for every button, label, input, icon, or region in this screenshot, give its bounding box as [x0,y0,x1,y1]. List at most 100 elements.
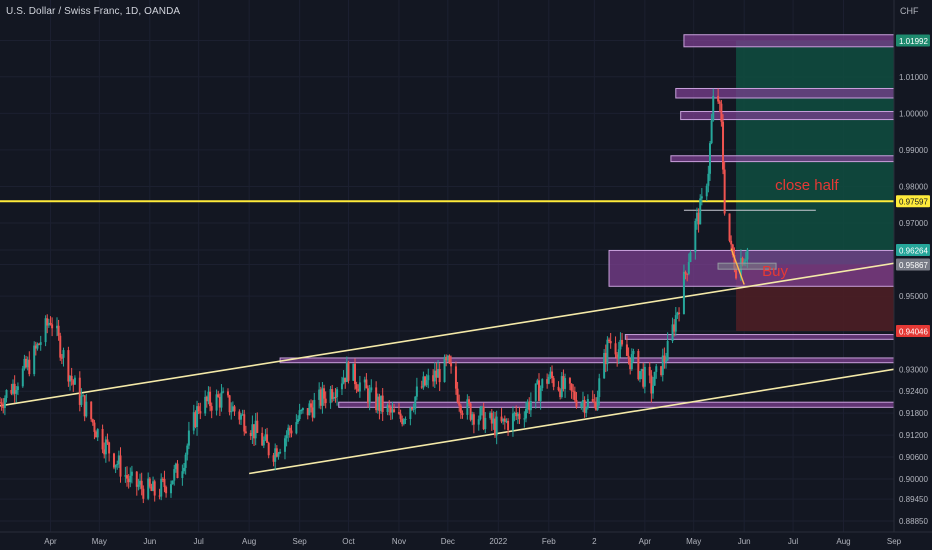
candle-body [295,422,298,434]
candle-body [218,396,221,408]
time-axis-label: Dec [441,537,455,546]
candle-body [306,408,309,416]
candle-body [261,432,264,446]
candle-body [695,212,698,221]
candle-body [116,464,119,466]
candle-body [744,259,747,262]
candle-body [82,395,85,397]
candle-body [427,375,430,381]
candle-body [230,411,233,413]
candle-body [621,339,624,345]
candle-body [184,454,187,468]
candle-body [130,471,133,476]
candle-body [653,371,656,386]
candle-body [171,480,174,485]
candle-body [365,379,368,389]
candle-body [700,196,703,199]
candle-body [515,412,518,417]
candle-body [717,95,720,102]
candle-body [678,312,681,314]
candle-body [581,400,584,404]
candle-body [199,411,202,414]
candle-body [557,386,560,391]
candle-body [55,325,58,329]
price-axis-label: 1.01992 [899,37,928,46]
candle-body [391,409,394,413]
candle-body [489,412,492,418]
price-axis-label: 0.95867 [899,261,928,270]
time-axis: Apr May Jun Jul Aug Sep Oct Nov Dec 2022 Feb 2 Apr Ma… [0,531,932,550]
candle-body [103,449,106,455]
candle-body [458,402,461,406]
candle-body [399,413,402,419]
candle-body [539,388,542,402]
candle-body [183,467,186,472]
candle-body [712,95,715,121]
candle-body [321,388,324,406]
candle-body [70,375,73,381]
candle-body [297,419,299,423]
candle-body [181,471,184,479]
candle-body [438,368,441,383]
candle-body [67,350,70,382]
price-axis-label: 0.90000 [899,475,928,484]
candle-body [140,480,143,489]
price-axis-label: 0.94046 [899,328,928,337]
candle-body [275,448,278,457]
candle-body [381,395,384,412]
candle-body [642,368,645,387]
candle-body [197,406,200,412]
candle-body [614,343,617,355]
candle-body [101,428,104,450]
candle-body [471,414,474,420]
entry-marker [717,262,777,270]
candle-body [477,419,480,425]
candle-body [10,389,13,394]
candle-body [310,403,313,408]
candle-body [505,420,508,422]
candle-body [277,453,280,457]
candle-body [484,417,487,430]
candle-body [617,349,620,359]
price-axis-label: 0.89450 [899,495,928,504]
supply-demand-zone [675,87,895,99]
candle-body [80,396,83,405]
candle-body [256,420,259,433]
candle-body [469,403,472,420]
candle-body [342,377,345,384]
candle-body [583,400,586,413]
candle-body [710,120,713,144]
candle-body [26,359,29,368]
candle-body [397,412,400,414]
candle-body [575,400,578,407]
time-axis-label: Oct [342,537,355,546]
candle-body [422,376,425,388]
candle-body [378,396,381,411]
candle-body [368,390,371,404]
candle-body [573,391,576,401]
candle-body [541,379,544,389]
time-axis-label: Nov [392,537,406,546]
candle-body [16,386,19,391]
candle-body [254,420,257,439]
candle-body [526,401,529,410]
candle-body [402,419,405,425]
candle-body [95,431,98,438]
candle-body [547,376,550,384]
candle-body [340,383,343,390]
candle-body [298,410,301,420]
candle-body [44,318,47,343]
candle-body [12,383,15,394]
price-axis-label: 0.92400 [899,387,928,396]
candle-body [47,322,50,326]
candle-body [266,434,269,443]
candle-body [728,213,731,241]
candle-body [137,484,140,487]
price-label-badge [896,325,930,338]
price-label-badge [896,243,930,256]
candle-body [215,394,218,411]
buy-label: Buy [762,263,788,280]
time-axis-label: Sep [293,537,308,546]
candle-body [210,406,213,411]
